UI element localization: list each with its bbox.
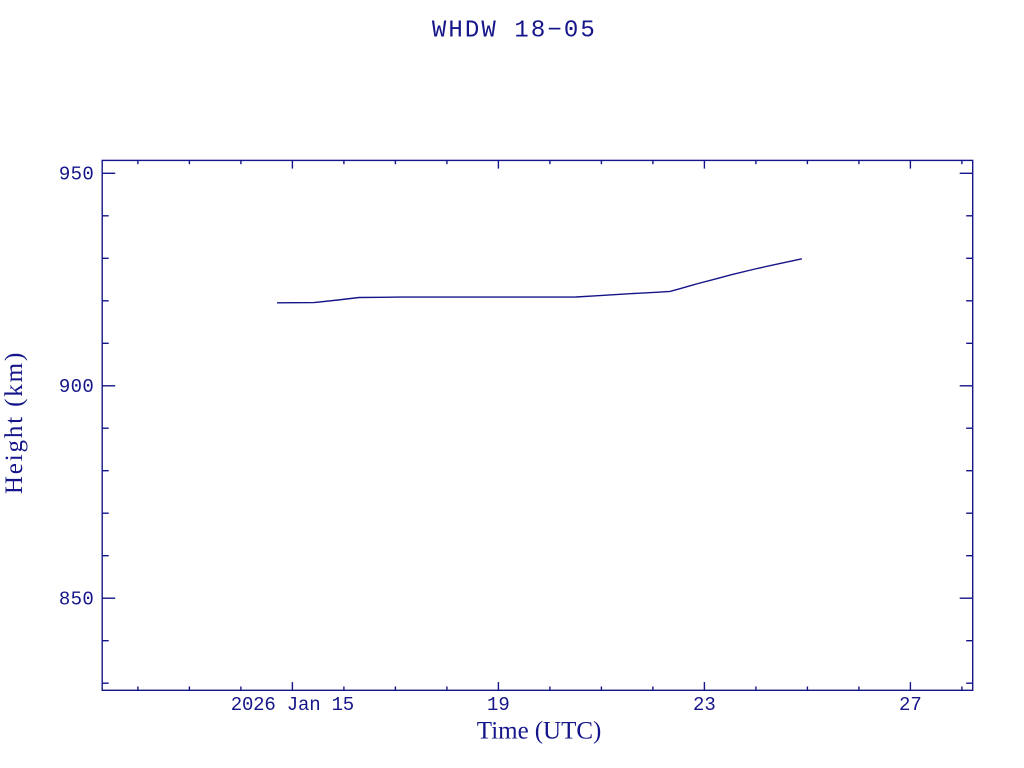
svg-text:850: 850	[59, 588, 94, 610]
svg-text:23: 23	[693, 694, 716, 716]
svg-text:WHDW 18−05: WHDW 18−05	[432, 18, 597, 45]
svg-text:900: 900	[59, 376, 94, 398]
svg-text:Height (km): Height (km)	[1, 351, 28, 494]
svg-text:19: 19	[487, 694, 510, 716]
svg-text:Time(UTC): Time (UTC)	[477, 717, 602, 744]
svg-text:27: 27	[899, 694, 922, 716]
svg-text:2026 Jan 15: 2026 Jan 15	[231, 694, 354, 716]
svg-text:950: 950	[59, 164, 94, 186]
